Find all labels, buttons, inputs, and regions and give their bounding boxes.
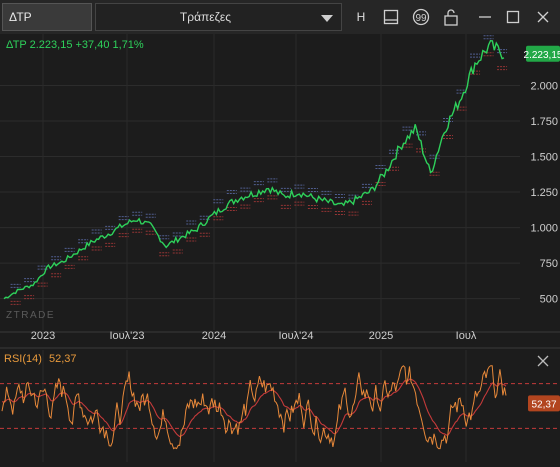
maximize-icon bbox=[506, 10, 520, 24]
svg-text:99: 99 bbox=[415, 13, 427, 24]
time-tick-label: 2023 bbox=[31, 330, 55, 342]
time-tick-label: Ιουλ bbox=[456, 330, 477, 342]
quote-readout: ΔΤΡ 2.223,15 +37,40 1,71% bbox=[6, 39, 144, 51]
time-tick-label: 2024 bbox=[202, 330, 226, 342]
symbol-input[interactable]: ΔΤΡ bbox=[2, 3, 92, 31]
panel-icon bbox=[383, 9, 399, 25]
history-label: H bbox=[356, 10, 366, 24]
price-tick-label: 1.500 bbox=[530, 152, 558, 164]
last-price-tag bbox=[526, 45, 560, 62]
last-price-label: 2.223,15 bbox=[524, 50, 560, 61]
quote-icon: 99 bbox=[412, 8, 430, 26]
time-tick-label: Ιουλ'24 bbox=[278, 330, 313, 342]
watermark: ZTRADE bbox=[6, 310, 55, 321]
maximize-button[interactable] bbox=[500, 4, 526, 30]
time-tick-label: Ιουλ'23 bbox=[109, 330, 144, 342]
rsi-ma-line bbox=[1, 378, 507, 438]
chart-grid bbox=[0, 34, 560, 467]
price-chart[interactable]: 2.0001.7501.5001.2501.0007505002.223,15 … bbox=[0, 34, 560, 467]
time-axis: 2023 Ιουλ'23 2024 Ιουλ'24 2025 Ιουλ bbox=[31, 330, 477, 342]
symbol-label: ΔΤΡ bbox=[9, 10, 32, 24]
history-button[interactable]: H bbox=[348, 4, 374, 30]
window-header: ΔΤΡ Τράπεζες H 99 bbox=[0, 0, 560, 35]
close-icon bbox=[537, 11, 549, 23]
price-tick-label: 1.250 bbox=[530, 187, 558, 199]
rsi-value-tag bbox=[528, 395, 560, 412]
close-button[interactable] bbox=[530, 4, 556, 30]
price-tick-label: 1.750 bbox=[530, 116, 558, 128]
panel-button[interactable] bbox=[378, 4, 404, 30]
close-rsi-icon[interactable] bbox=[536, 354, 550, 368]
rsi-value-tag-label: 52,37 bbox=[531, 399, 556, 410]
rsi-value: 52,37 bbox=[48, 353, 77, 365]
time-tick-label: 2025 bbox=[369, 330, 393, 342]
price-line bbox=[3, 39, 505, 300]
chevron-down-icon bbox=[321, 15, 333, 22]
rsi-name: RSI(14) bbox=[4, 353, 42, 365]
price-bands bbox=[10, 35, 508, 305]
quote-button[interactable]: 99 bbox=[408, 4, 434, 30]
group-label: Τράπεζες bbox=[179, 10, 232, 24]
minimize-icon bbox=[479, 16, 491, 18]
price-tick-label: 500 bbox=[540, 294, 558, 306]
lock-button[interactable] bbox=[438, 4, 464, 30]
price-tick-label: 750 bbox=[540, 258, 558, 270]
price-axis: 2.000 1.750 1.500 1.250 1.000 750 500 2.223,15 bbox=[524, 45, 560, 306]
rsi-label: RSI(14) 52,37 bbox=[4, 353, 77, 365]
group-select[interactable]: Τράπεζες bbox=[95, 3, 342, 31]
minimize-button[interactable] bbox=[472, 4, 498, 30]
price-tick-label: 1.000 bbox=[530, 223, 558, 235]
price-tick-label: 2.000 bbox=[530, 80, 558, 92]
rsi-line bbox=[1, 365, 507, 450]
lock-icon bbox=[444, 9, 458, 26]
